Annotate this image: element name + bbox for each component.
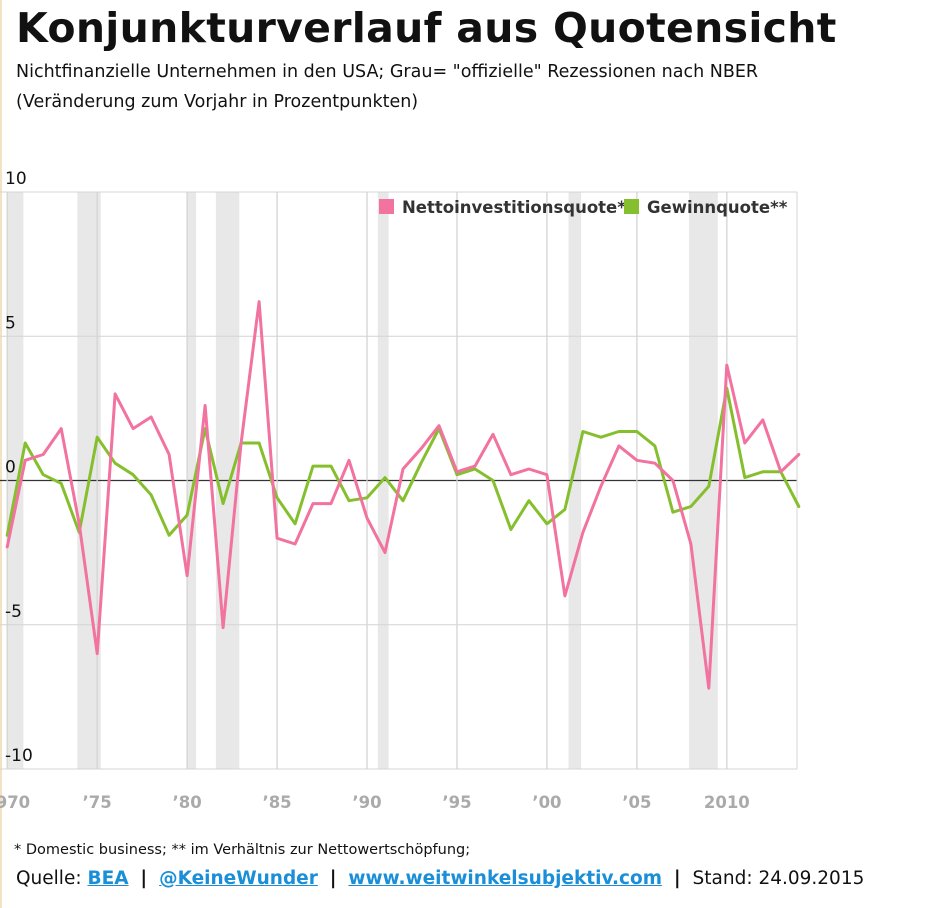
source-separator: | xyxy=(140,868,148,889)
x-tick-label: ’00 xyxy=(532,793,561,812)
source-link-website[interactable]: www.weitwinkelsubjektiv.com xyxy=(348,868,662,889)
chart-title: Konjunkturverlauf aus Quotensicht xyxy=(16,4,837,52)
legend: Nettoinvestitionsquote* Gewinnquote** xyxy=(379,198,788,217)
x-tick-label: ’75 xyxy=(83,793,112,812)
data-lines xyxy=(5,300,801,690)
source-separator: | xyxy=(329,868,337,889)
x-tick-label: ’80 xyxy=(172,793,201,812)
source-line: Quelle: BEA | @KeineWunder | www.weitwin… xyxy=(16,868,864,889)
x-tick-label: ’05 xyxy=(622,793,651,812)
y-tick-label: 10 xyxy=(5,169,27,189)
source-link-bea[interactable]: BEA xyxy=(87,868,129,889)
x-tick-label: ’90 xyxy=(352,793,381,812)
gridlines xyxy=(0,191,798,770)
y-tick-label: 5 xyxy=(5,313,16,333)
source-link-twitter[interactable]: @KeineWunder xyxy=(159,868,318,889)
source-prefix: Quelle: xyxy=(16,868,82,889)
series-line-profit xyxy=(5,386,801,537)
chart-subtitle: Nichtfinanzielle Unternehmen in den USA;… xyxy=(16,62,759,82)
x-tick-label: ’95 xyxy=(442,793,471,812)
x-tick-label: ’85 xyxy=(262,793,291,812)
legend-label-invest: Nettoinvestitionsquote* xyxy=(402,198,626,217)
footnote: * Domestic business; ** im Verhältnis zu… xyxy=(14,842,471,858)
y-axis-labels: 10 5 0 -5 -10 xyxy=(5,169,33,766)
legend-swatch-profit xyxy=(624,199,639,214)
y-tick-label: -5 xyxy=(5,602,22,622)
legend-swatch-invest xyxy=(379,199,394,214)
legend-label-profit: Gewinnquote** xyxy=(647,198,788,217)
series-line-invest xyxy=(5,300,801,690)
source-date: Stand: 24.09.2015 xyxy=(692,868,865,889)
page-border xyxy=(0,0,2,908)
source-separator: | xyxy=(673,868,681,889)
chart-unit-note: (Veränderung zum Vorjahr in Prozentpunkt… xyxy=(16,92,419,112)
x-tick-label: 2010 xyxy=(704,793,750,812)
y-tick-label: 0 xyxy=(5,458,16,478)
y-tick-label: -10 xyxy=(5,746,33,766)
x-tick-label: 1970 xyxy=(0,793,30,812)
x-axis-labels: 1970 ’75 ’80 ’85 ’90 ’95 ’00 ’05 2010 xyxy=(0,793,750,812)
